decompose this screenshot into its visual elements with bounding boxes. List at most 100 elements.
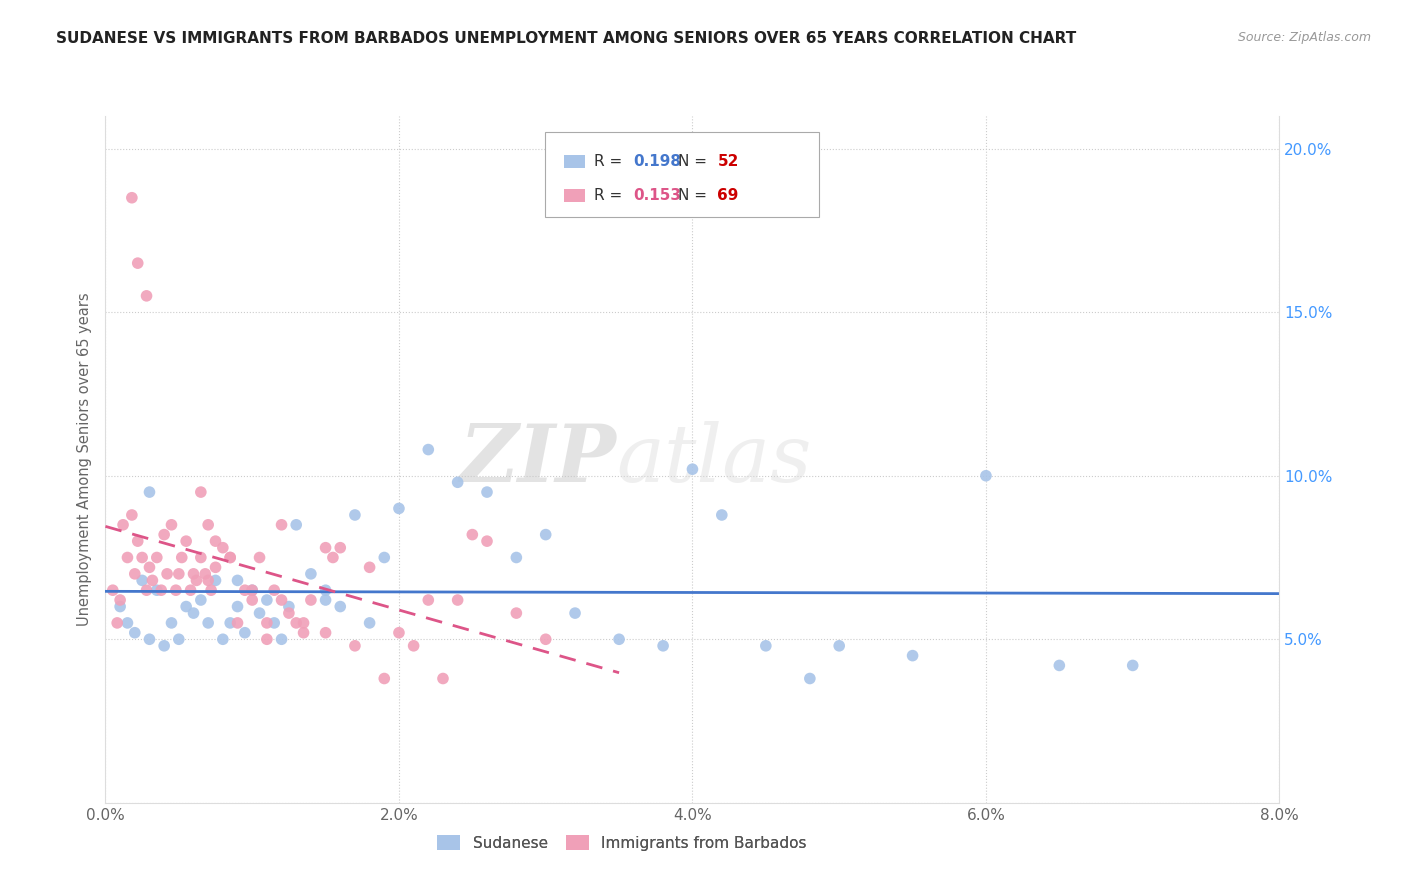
Point [121,508,143,522]
Text: 0.153: 0.153 [633,188,681,203]
Point [160,517,183,532]
Point [534,632,557,647]
Point [447,593,470,607]
Point [710,508,733,522]
Point [256,632,278,647]
Point [233,583,256,598]
Point [174,599,197,614]
Text: Source: ZipAtlas.com: Source: ZipAtlas.com [1237,31,1371,45]
Point [180,583,202,598]
Point [285,615,308,630]
Point [138,632,160,647]
Point [240,583,263,598]
Point [141,574,163,588]
Point [447,475,470,490]
Point [204,560,226,574]
Point [226,599,249,614]
Point [475,485,498,500]
Point [505,606,527,620]
Point [146,550,169,565]
Point [299,566,322,581]
Point [135,289,157,303]
Point [270,517,292,532]
Point [1122,658,1144,673]
Point [315,583,337,598]
Point [117,615,139,630]
Point [211,541,233,555]
Point [373,550,395,565]
Point [108,599,131,614]
Point [828,639,851,653]
Point [974,468,997,483]
Point [190,593,212,607]
Point [150,583,173,598]
Point [183,566,205,581]
Point [226,574,249,588]
Point [292,625,315,640]
Point [186,574,208,588]
Point [432,672,454,686]
Text: N =: N = [678,188,711,203]
Point [197,615,219,630]
Point [1047,658,1070,673]
Point [249,606,271,620]
Point [263,583,285,598]
Point [418,442,440,457]
Point [277,606,299,620]
Text: 0.198: 0.198 [633,153,681,169]
Point [475,534,498,549]
Point [112,517,135,532]
Point [194,566,217,581]
Text: ZIP: ZIP [460,421,616,498]
Point [240,583,263,598]
Text: R =: R = [593,153,627,169]
Point [170,550,193,565]
Text: N =: N = [678,153,711,169]
Point [127,256,149,270]
Point [131,550,153,565]
Point [138,485,160,500]
Point [322,550,344,565]
Point [146,583,169,598]
Point [174,534,197,549]
Text: 69: 69 [717,188,740,203]
Point [373,672,395,686]
Point [755,639,778,653]
Point [329,599,352,614]
Point [359,560,381,574]
Point [204,534,226,549]
Point [135,583,157,598]
Text: SUDANESE VS IMMIGRANTS FROM BARBADOS UNEMPLOYMENT AMONG SENIORS OVER 65 YEARS CO: SUDANESE VS IMMIGRANTS FROM BARBADOS UNE… [56,31,1077,46]
Point [204,574,226,588]
Point [160,615,183,630]
Point [197,517,219,532]
Point [156,566,179,581]
Point [799,672,821,686]
Point [315,625,337,640]
Point [153,639,176,653]
Point [270,593,292,607]
Point [200,583,222,598]
Point [461,527,484,541]
Point [388,625,411,640]
Point [226,615,249,630]
Point [219,550,242,565]
Point [219,615,242,630]
Point [564,606,586,620]
Point [270,632,292,647]
Point [190,485,212,500]
Point [105,615,128,630]
Point [256,593,278,607]
Point [343,639,366,653]
Point [167,632,190,647]
Point [292,615,315,630]
Point [359,615,381,630]
Point [117,550,139,565]
Legend: Sudanese, Immigrants from Barbados: Sudanese, Immigrants from Barbados [432,830,813,857]
Text: R =: R = [593,188,627,203]
Point [165,583,187,598]
Point [315,541,337,555]
Point [121,191,143,205]
Point [652,639,675,653]
Point [285,517,308,532]
